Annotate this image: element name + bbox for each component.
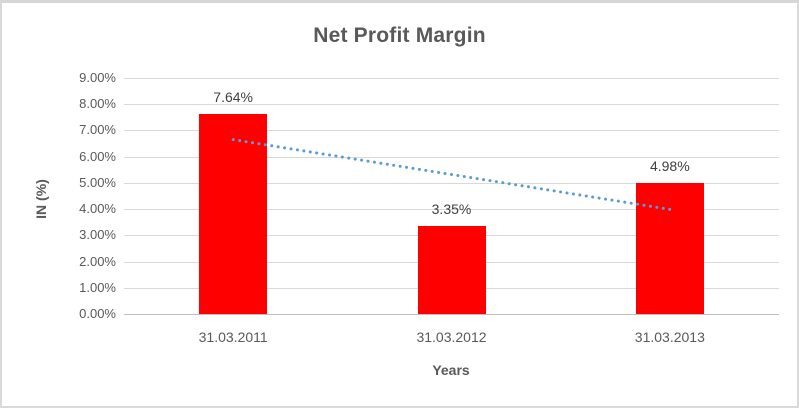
bar-value-label: 4.98% — [649, 158, 690, 175]
bar-value-label: 7.64% — [213, 88, 253, 105]
gridline — [124, 104, 779, 106]
y-tick-label: 3.00% — [79, 227, 116, 243]
x-tick-label: 31.03.2011 — [198, 329, 268, 345]
y-tick-label: 7.00% — [79, 122, 116, 138]
y-tick-label: 9.00% — [79, 70, 116, 85]
x-tick-label: 31.03.2012 — [416, 329, 487, 345]
bar-31.03.2012 — [417, 226, 486, 314]
gridline — [124, 78, 779, 79]
y-tick-label: 1.00% — [79, 279, 116, 295]
y-tick-label: 5.00% — [79, 174, 116, 190]
y-tick-label: 2.00% — [79, 253, 116, 269]
gridline — [124, 130, 779, 132]
chart-title: Net Profit Margin — [313, 24, 486, 47]
x-axis-line — [124, 314, 779, 315]
y-tick-label: 0.00% — [79, 306, 116, 321]
y-tick-label: 4.00% — [79, 201, 116, 217]
y-tick-label: 8.00% — [79, 96, 116, 112]
y-tick-label: 6.00% — [79, 148, 116, 164]
bar-value-label: 3.35% — [431, 201, 472, 218]
bar-31.03.2013 — [635, 183, 704, 314]
x-tick-label: 31.03.2013 — [634, 329, 705, 345]
x-axis-title: Years — [432, 362, 470, 378]
plot-area: 7.64% 3.35% 4.98% — [124, 78, 779, 315]
net-profit-margin-chart: Net Profit Margin IN (%) 7.64% 3.35% 4.98%… — [2, 3, 797, 406]
y-axis-title: IN (%) — [33, 179, 49, 219]
bar-31.03.2011 — [199, 113, 268, 314]
